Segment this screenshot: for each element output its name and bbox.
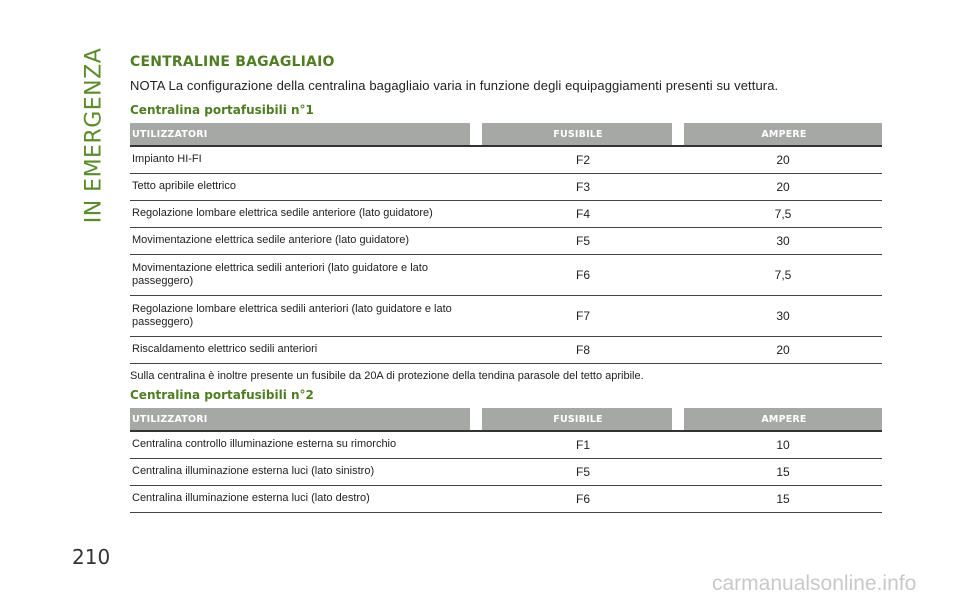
table2-title: Centralina portafusibili n°2 <box>130 388 314 402</box>
cell-ampere: 30 <box>684 227 882 255</box>
header-gap <box>470 123 482 147</box>
cell-fusibile: F3 <box>482 173 684 201</box>
cell-ampere: 30 <box>684 295 882 337</box>
cell-spacer <box>470 295 482 337</box>
table-row: Regolazione lombare elettrica sedili ant… <box>130 295 882 337</box>
fuse-table-2: UTILIZZATORI FUSIBILE AMPERE Centralina … <box>130 408 882 513</box>
cell-fusibile: F5 <box>482 227 684 255</box>
header-gap <box>470 408 482 432</box>
header-ampere: AMPERE <box>684 408 882 432</box>
cell-ampere: 15 <box>684 485 882 513</box>
cell-utilizzatore: Movimentazione elettrica sedili anterior… <box>130 254 470 296</box>
table-row: Regolazione lombare elettrica sedile ant… <box>130 200 882 228</box>
cell-fusibile: F2 <box>482 146 684 174</box>
header-gap <box>672 123 684 147</box>
table-row: Riscaldamento elettrico sedili anteriori… <box>130 336 882 364</box>
cell-fusibile: F5 <box>482 458 684 486</box>
cell-ampere: 20 <box>684 146 882 174</box>
cell-fusibile: F8 <box>482 336 684 364</box>
cell-utilizzatore: Tetto apribile elettrico <box>130 173 482 201</box>
cell-fusibile: F1 <box>482 431 684 459</box>
page-number: 210 <box>72 545 111 569</box>
cell-fusibile: F4 <box>482 200 684 228</box>
cell-utilizzatore: Centralina illuminazione esterna luci (l… <box>130 458 482 486</box>
cell-utilizzatore: Riscaldamento elettrico sedili anteriori <box>130 336 482 364</box>
cell-spacer <box>470 254 482 296</box>
table-row: Tetto apribile elettrico F3 20 <box>130 173 882 201</box>
table-row: Movimentazione elettrica sedile anterior… <box>130 227 882 255</box>
table-row: Movimentazione elettrica sedili anterior… <box>130 254 882 296</box>
chapter-tab-label: IN EMERGENZA <box>81 47 107 223</box>
note-text: NOTA La configurazione della centralina … <box>130 78 779 93</box>
header-utilizzatori: UTILIZZATORI <box>130 123 470 147</box>
cell-ampere: 7,5 <box>684 254 882 296</box>
watermark: carmanualsonline.info <box>712 572 917 595</box>
cell-utilizzatore: Centralina illuminazione esterna luci (l… <box>130 485 482 513</box>
cell-ampere: 20 <box>684 173 882 201</box>
table-header-row: UTILIZZATORI FUSIBILE AMPERE <box>130 123 882 147</box>
cell-ampere: 10 <box>684 431 882 459</box>
table-row: Impianto HI-FI F2 20 <box>130 146 882 174</box>
cell-utilizzatore: Centralina controllo illuminazione ester… <box>130 431 482 459</box>
chapter-tab: IN EMERGENZA <box>74 47 114 223</box>
cell-ampere: 20 <box>684 336 882 364</box>
cell-utilizzatore: Movimentazione elettrica sedile anterior… <box>130 227 482 255</box>
cell-fusibile: F6 <box>482 254 684 296</box>
cell-utilizzatore: Impianto HI-FI <box>130 146 482 174</box>
header-ampere: AMPERE <box>684 123 882 147</box>
header-fusibile: FUSIBILE <box>482 123 672 147</box>
main-content: CENTRALINE BAGAGLIAIO NOTA La configuraz… <box>130 54 882 513</box>
cell-ampere: 7,5 <box>684 200 882 228</box>
table-header-row: UTILIZZATORI FUSIBILE AMPERE <box>130 408 882 432</box>
cell-fusibile: F6 <box>482 485 684 513</box>
cell-utilizzatore: Regolazione lombare elettrica sedili ant… <box>130 295 470 337</box>
header-gap <box>672 408 684 432</box>
table1-title: Centralina portafusibili n°1 <box>130 103 314 117</box>
cell-ampere: 15 <box>684 458 882 486</box>
table-row: Centralina controllo illuminazione ester… <box>130 431 882 459</box>
header-fusibile: FUSIBILE <box>482 408 672 432</box>
fuse-note: Sulla centralina è inoltre presente un f… <box>130 370 644 382</box>
header-utilizzatori: UTILIZZATORI <box>130 408 470 432</box>
cell-utilizzatore: Regolazione lombare elettrica sedile ant… <box>130 200 482 228</box>
table-row: Centralina illuminazione esterna luci (l… <box>130 485 882 513</box>
table-row: Centralina illuminazione esterna luci (l… <box>130 458 882 486</box>
fuse-table-1: UTILIZZATORI FUSIBILE AMPERE Impianto HI… <box>130 123 882 364</box>
cell-fusibile: F7 <box>482 295 684 337</box>
section-title: CENTRALINE BAGAGLIAIO <box>130 54 335 70</box>
